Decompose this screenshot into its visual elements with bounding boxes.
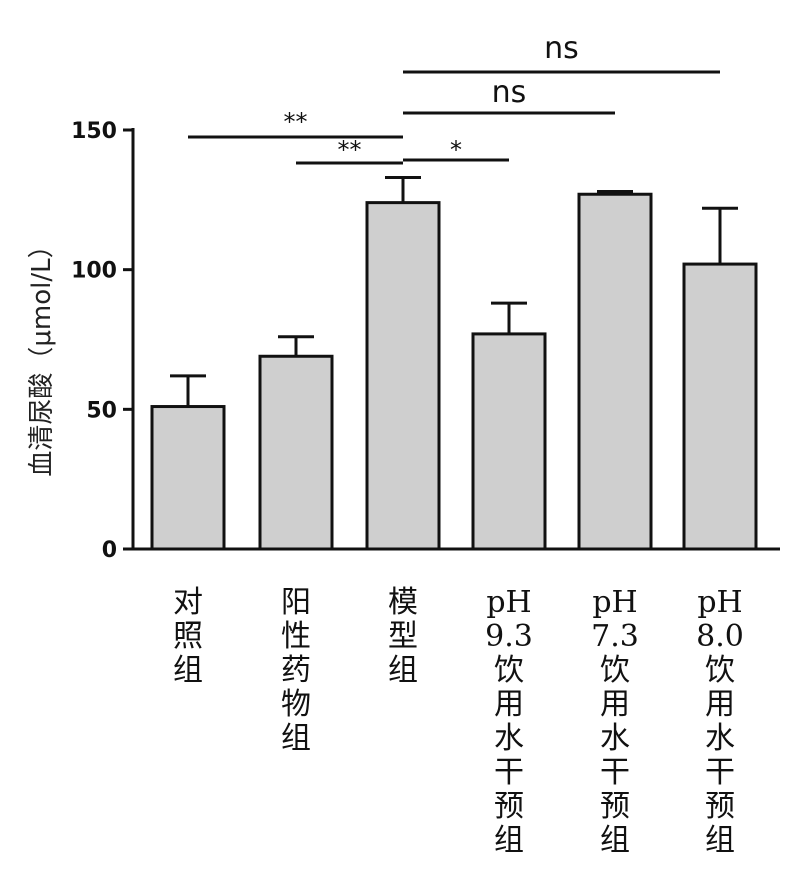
category-label-line: 水 bbox=[600, 721, 630, 756]
significance-label: * bbox=[450, 136, 462, 164]
category-label-line: 干 bbox=[705, 755, 735, 790]
axes bbox=[131, 128, 780, 551]
bar bbox=[682, 262, 758, 551]
category-label-line: pH bbox=[697, 585, 742, 620]
category-label-line: pH bbox=[592, 585, 637, 620]
y-tick-label: 150 bbox=[71, 119, 117, 144]
significance-label: ** bbox=[338, 136, 362, 164]
category-label-line: pH bbox=[486, 585, 531, 620]
bar bbox=[150, 405, 226, 551]
bars bbox=[150, 192, 758, 551]
category-label-line: 对 bbox=[173, 585, 203, 620]
category-label-line: 干 bbox=[494, 755, 524, 790]
bar bbox=[471, 332, 547, 551]
category-label-line: 物 bbox=[281, 687, 311, 722]
y-tick-label: 0 bbox=[102, 538, 117, 563]
category-label-line: 饮 bbox=[705, 653, 735, 688]
significance-label: ns bbox=[544, 31, 579, 66]
category-label-line: 型 bbox=[388, 619, 418, 654]
bar bbox=[365, 201, 441, 551]
category-label-line: 阳 bbox=[281, 585, 311, 620]
category-label-line: 用 bbox=[705, 687, 735, 722]
bar bbox=[258, 354, 334, 551]
category-label-line: 干 bbox=[600, 755, 630, 790]
significance-label: ** bbox=[284, 108, 308, 136]
category-label-line: 组 bbox=[173, 653, 203, 688]
category-label-line: 9.3 bbox=[485, 619, 533, 654]
category-label-line: 饮 bbox=[600, 653, 630, 688]
category-label-line: 水 bbox=[705, 721, 735, 756]
significance-label: ns bbox=[492, 75, 527, 110]
category-labels: 对照组阳性药物组模型组pH9.3饮用水干预组pH7.3饮用水干预组pH8.0饮用… bbox=[173, 585, 744, 858]
category-label-line: 用 bbox=[494, 687, 524, 722]
category-label-line: 预 bbox=[494, 789, 524, 824]
category-label-line: 7.3 bbox=[591, 619, 639, 654]
category-label-line: 预 bbox=[600, 789, 630, 824]
category-label-line: 药 bbox=[281, 653, 311, 688]
category-label-line: 性 bbox=[281, 619, 311, 654]
category-label-line: 组 bbox=[705, 823, 735, 858]
y-axis-label-group: 血清尿酸（μmol/L） bbox=[27, 232, 57, 476]
category-label-line: 组 bbox=[494, 823, 524, 858]
category-label: 对照组 bbox=[173, 585, 203, 688]
category-label-line: 组 bbox=[600, 823, 630, 858]
category-label-line: 饮 bbox=[494, 653, 524, 688]
y-tick-label: 100 bbox=[71, 259, 117, 284]
category-label-line: 用 bbox=[600, 687, 630, 722]
error-bars bbox=[170, 175, 738, 407]
y-axis-ticks: 0 50 100 150 bbox=[71, 119, 133, 563]
y-tick-label: 50 bbox=[86, 398, 117, 423]
bar bbox=[577, 192, 653, 551]
category-label-line: 照 bbox=[173, 619, 203, 654]
category-label: 模型组 bbox=[388, 585, 418, 688]
category-label-line: 8.0 bbox=[696, 619, 744, 654]
category-label-line: 模 bbox=[388, 585, 418, 620]
category-label-line: 组 bbox=[281, 721, 311, 756]
category-label-line: 组 bbox=[388, 653, 418, 688]
y-axis-label: 血清尿酸（μmol/L） bbox=[27, 232, 57, 476]
category-label-line: 水 bbox=[494, 721, 524, 756]
category-label-line: 预 bbox=[705, 789, 735, 824]
